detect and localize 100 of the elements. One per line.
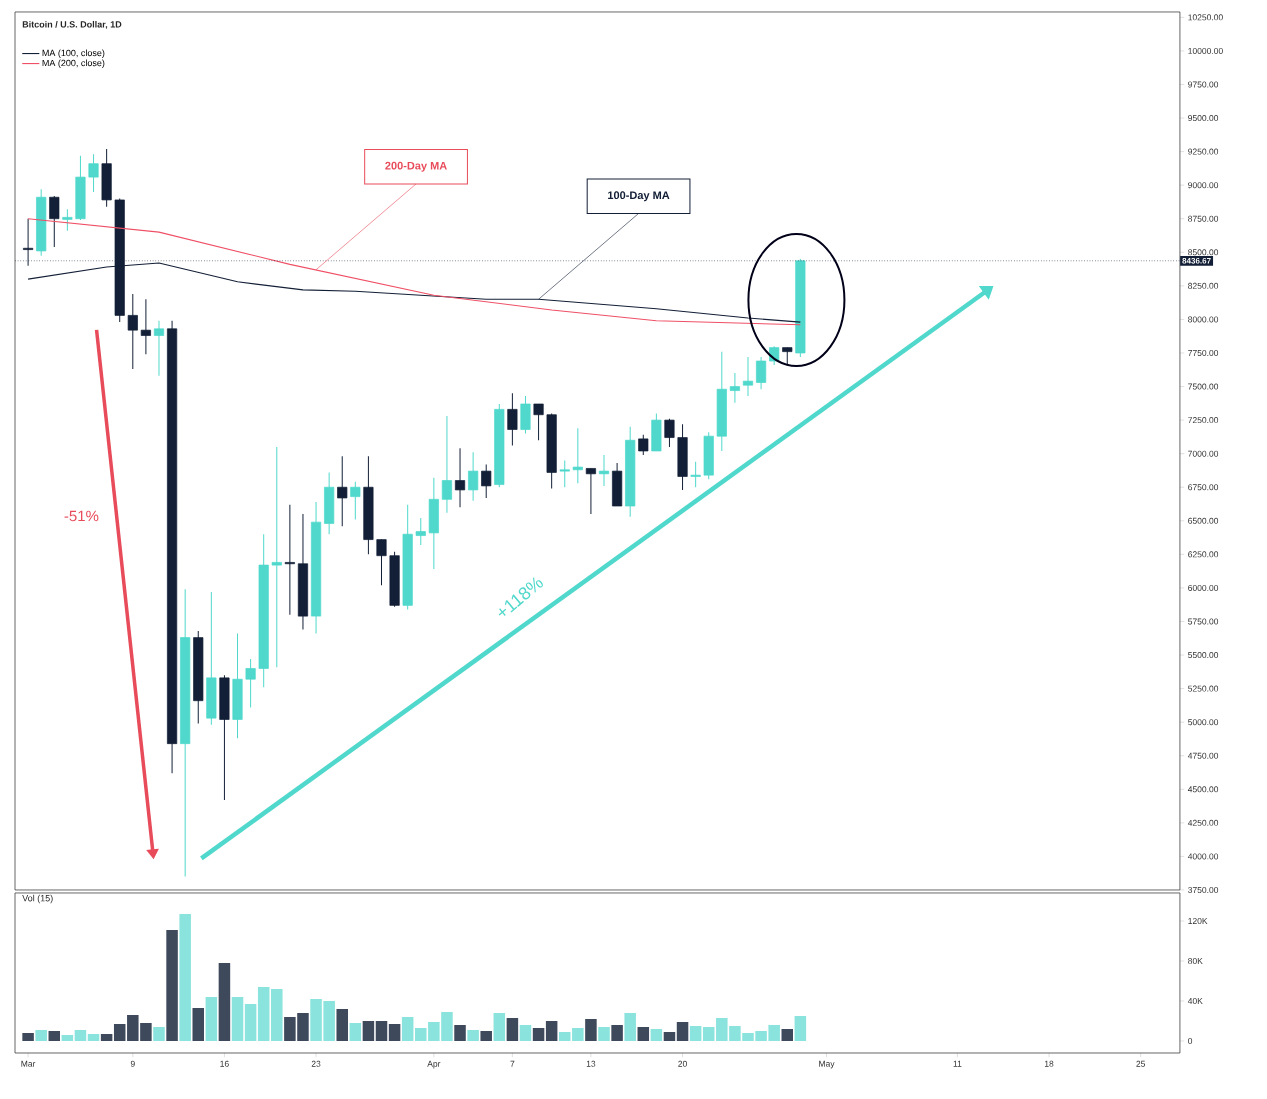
y-tick-label: 8500.00 <box>1188 249 1219 256</box>
candlestick <box>729 372 740 404</box>
bar <box>192 1007 205 1041</box>
y-tick-label: 80K <box>1188 957 1203 964</box>
y-tick-label: 5250.00 <box>1188 685 1219 692</box>
bar <box>87 1033 100 1041</box>
bar <box>153 1026 165 1041</box>
y-tick-label: 9750.00 <box>1188 81 1219 88</box>
y-tick-label: 7750.00 <box>1188 349 1219 356</box>
y-tick-label: 9250.00 <box>1188 148 1219 155</box>
x-tick-label: Apr <box>427 1060 441 1069</box>
y-tick-label: 4000.00 <box>1187 853 1219 860</box>
candlestick <box>572 427 583 484</box>
annotation: 200-Day MA <box>385 161 447 172</box>
candlestick <box>284 504 295 616</box>
y-tick-label: 6000.00 <box>1188 584 1219 591</box>
y-tick-label: 6750.00 <box>1188 484 1219 491</box>
bar <box>244 1003 257 1041</box>
x-tick-label: Mar <box>21 1060 36 1067</box>
chart-title: Vol (15) <box>22 894 53 904</box>
bar <box>113 1023 126 1041</box>
y-tick-label: 5000.00 <box>1188 719 1219 726</box>
candlestick <box>468 451 479 502</box>
y-tick-label: 8750.00 <box>1188 215 1219 222</box>
bar <box>611 1024 623 1041</box>
bar <box>454 1024 466 1041</box>
bar <box>585 1018 597 1041</box>
bar <box>519 1024 532 1041</box>
y-tick-label: 3750.00 <box>1188 886 1219 893</box>
candlestick <box>533 403 544 441</box>
bar <box>532 1027 545 1041</box>
y-tick-label: 7000.00 <box>1188 450 1219 457</box>
candlestick <box>337 455 348 527</box>
candlestick <box>127 293 138 370</box>
ref-line-label: 8436.67 <box>1182 257 1211 264</box>
bar <box>702 1026 715 1041</box>
bar <box>506 1017 519 1041</box>
bar <box>336 1008 348 1041</box>
bar <box>100 1033 113 1041</box>
y-tick-label: 8250.00 <box>1188 282 1219 289</box>
bar <box>205 996 218 1041</box>
bar <box>545 1020 558 1041</box>
bar <box>794 1015 807 1041</box>
bar <box>689 1025 702 1041</box>
candlestick <box>88 153 99 193</box>
candlestick <box>271 446 282 668</box>
bar <box>401 1016 414 1041</box>
bar <box>493 1012 506 1041</box>
annotation: 100-Day MA <box>608 191 670 202</box>
x-tick-label: 20 <box>678 1060 687 1067</box>
x-tick-label: 13 <box>586 1060 596 1067</box>
bar <box>388 1023 401 1041</box>
y-tick-label: 9500.00 <box>1188 115 1219 122</box>
y-tick-label: 7500.00 <box>1188 383 1219 390</box>
y-tick-label: 40K <box>1187 997 1203 1004</box>
bar <box>637 1026 650 1041</box>
y-tick-label: 6250.00 <box>1188 551 1219 558</box>
candlestick <box>559 459 570 488</box>
bar <box>349 1022 362 1041</box>
bar <box>48 1030 61 1041</box>
candlestick <box>441 415 453 514</box>
candlestick <box>756 356 767 390</box>
bar <box>257 986 270 1041</box>
bar <box>22 1032 34 1041</box>
annotation: -51% <box>64 510 99 522</box>
bar <box>35 1029 47 1041</box>
bar <box>362 1020 375 1041</box>
bar <box>375 1020 388 1041</box>
bar <box>650 1028 663 1041</box>
bar <box>271 988 283 1041</box>
y-tick-label: 5500.00 <box>1188 652 1219 659</box>
bar <box>61 1034 74 1041</box>
candlestick <box>153 320 165 377</box>
bar <box>218 962 231 1041</box>
legend-label: MA (200, close) <box>42 59 105 68</box>
y-tick-label: 10250.00 <box>1188 14 1223 21</box>
candlestick <box>690 461 701 488</box>
candlestick <box>598 454 610 487</box>
bar <box>467 1029 479 1041</box>
candlestick <box>415 517 426 546</box>
candlestick <box>62 208 73 232</box>
candlestick <box>481 463 492 499</box>
x-tick-label: 11 <box>953 1060 962 1067</box>
bar <box>663 1031 676 1041</box>
x-tick-label: 25 <box>1136 1060 1146 1067</box>
bar <box>231 996 244 1041</box>
candlestick <box>350 481 361 520</box>
y-tick-label: 120K <box>1188 917 1208 924</box>
text: Bitcoin / U.S. Dollar, 1D <box>22 20 122 29</box>
candlestick <box>742 356 754 397</box>
x-tick-label: 7 <box>510 1060 515 1067</box>
candlestick <box>585 467 596 515</box>
y-tick-label: 4500.00 <box>1187 786 1219 793</box>
bar <box>74 1029 87 1041</box>
bar <box>179 913 191 1041</box>
candlestick <box>664 418 675 448</box>
candlestick <box>245 658 256 708</box>
x-tick-label: 18 <box>1044 1060 1054 1067</box>
bar <box>781 1028 794 1041</box>
candlestick <box>376 539 387 586</box>
